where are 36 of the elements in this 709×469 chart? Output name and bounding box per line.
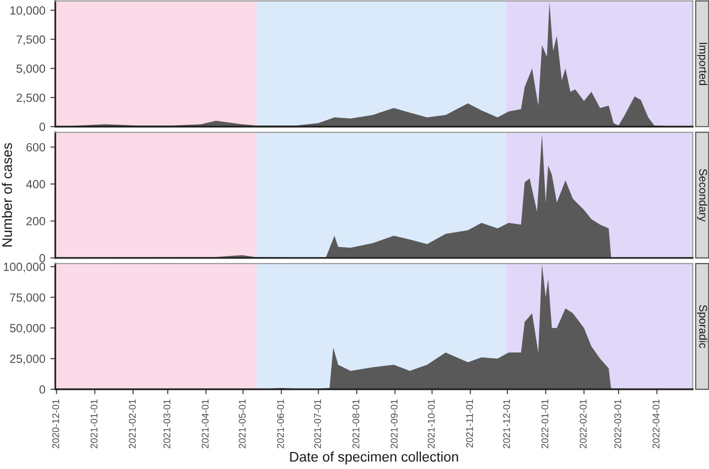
y-tick-label: 25,000: [10, 354, 46, 364]
x-tick-label: 2021-08-01: [352, 399, 360, 448]
x-tick-label: 2021-02-01: [128, 399, 136, 448]
x-tick-label: 2022-03-01: [614, 399, 622, 448]
y-axis-title: Number of cases: [2, 143, 12, 246]
x-tick-label: 2022-02-01: [580, 399, 587, 448]
y-tick-label: 600: [26, 143, 46, 152]
y-tick-label: 100,000: [4, 262, 46, 272]
text: Imported: [697, 42, 708, 85]
x-tick-label: 2021-01-01: [90, 399, 98, 448]
y-tick-label: 200: [26, 217, 46, 226]
x-tick-label: 2021-07-01: [314, 399, 322, 448]
x-tick-label: 2021-05-01: [238, 399, 246, 448]
y-tick-label: 50,000: [10, 324, 46, 334]
text: Secondary: [697, 169, 708, 222]
y-tick-label: 2,500: [16, 94, 46, 104]
y-tick-label: 0: [39, 122, 46, 132]
y-tick-label: 400: [26, 180, 46, 188]
x-tick-label: 2021-06-01: [277, 399, 284, 448]
y-tick-label: 10,000: [10, 6, 46, 16]
x-axis-title: Date of specimen collection: [290, 451, 458, 464]
x-tick-label: 2021-10-01: [428, 399, 435, 448]
y-tick-label: 0: [39, 254, 46, 262]
x-tick-label: 2022-04-01: [652, 399, 660, 448]
x-tick-label: 2021-11-01: [466, 399, 473, 448]
x-tick-label: 2021-03-01: [163, 399, 170, 448]
text: Sporadic: [697, 305, 708, 348]
y-tick-label: 75,000: [10, 293, 46, 304]
x-tick-label: 2021-12-01: [503, 399, 510, 448]
y-tick-label: 5,000: [16, 64, 46, 74]
y-tick-label: 7,500: [16, 35, 46, 46]
x-tick-label: 2022-01-01: [541, 399, 548, 448]
x-tick-label: 2020-12-01: [52, 399, 60, 448]
x-tick-label: 2021-09-01: [390, 399, 398, 448]
x-tick-label: 2021-04-01: [202, 399, 209, 448]
y-tick-label: 0: [39, 385, 46, 394]
